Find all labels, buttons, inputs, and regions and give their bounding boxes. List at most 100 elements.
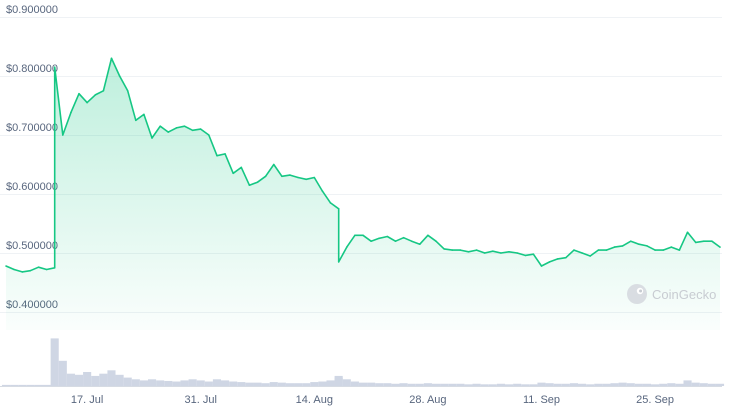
volume-bar [50, 338, 59, 386]
price-point [508, 251, 510, 253]
price-point [613, 246, 616, 248]
volume-bar [253, 382, 262, 386]
volume-bar [675, 383, 684, 386]
volume-bar [34, 384, 43, 386]
volume-bar [83, 372, 92, 386]
price-point [711, 240, 713, 242]
volume-bar [172, 381, 181, 386]
price-point [532, 253, 535, 255]
price-point [143, 113, 145, 116]
price-point [191, 129, 194, 132]
price-point [475, 249, 478, 251]
price-point [208, 134, 210, 136]
volume-bar [618, 382, 627, 386]
volume-bar [521, 384, 530, 386]
volume-bar [634, 383, 643, 386]
volume-bar [472, 383, 481, 386]
price-point [199, 128, 202, 130]
price-point [500, 252, 502, 254]
price-point [248, 184, 251, 186]
price-point [329, 202, 332, 204]
volume-bar [431, 383, 441, 386]
volume-bar [285, 383, 295, 386]
volume-bar [691, 382, 700, 386]
price-point [670, 246, 673, 248]
volume-bar [586, 384, 595, 386]
price-point [410, 240, 413, 242]
volume-bar [326, 380, 335, 386]
volume-bar [261, 383, 270, 386]
volume-bar [131, 379, 140, 386]
volume-bar [1, 384, 11, 386]
price-point [167, 131, 170, 133]
price-point [589, 255, 591, 257]
price-point [435, 240, 437, 242]
price-point [719, 246, 721, 248]
x-axis-tick-labels: 17. Jul 31. Jul 14. Aug 28. Aug 11. Sep 25. S… [71, 394, 674, 406]
price-point [13, 268, 15, 271]
price-point [159, 125, 161, 127]
volume-bar [480, 384, 489, 386]
price-point [362, 234, 364, 237]
price-point [548, 261, 551, 263]
volume-bar [42, 384, 51, 386]
volume-bar [440, 383, 449, 386]
price-point [621, 245, 624, 247]
volume-bar [602, 383, 611, 386]
price-point [53, 66, 56, 68]
volume-bar [537, 382, 546, 386]
y-tick-label: $0.600000 [6, 181, 58, 193]
volume-bar [91, 375, 100, 386]
volume-bar [66, 373, 75, 386]
price-point [29, 269, 32, 272]
price-point [151, 137, 153, 139]
price-point [70, 111, 72, 114]
watermark: CoinGecko [627, 284, 716, 304]
volume-bar [456, 383, 465, 386]
price-point [581, 252, 583, 254]
price-point [492, 250, 494, 252]
volume-bar [18, 384, 27, 386]
x-tick-label: 17. Jul [71, 394, 103, 406]
price-point [110, 57, 113, 60]
price-point [524, 254, 527, 257]
volume-bar [488, 384, 497, 386]
price-point [565, 256, 567, 259]
price-point [53, 267, 56, 269]
price-point [118, 75, 121, 77]
x-tick-label: 14. Aug [296, 394, 333, 406]
volume-bar [569, 383, 579, 386]
price-point [370, 240, 372, 242]
price-point [402, 236, 405, 239]
price-point [232, 172, 234, 175]
x-tick-label: 25. Sep [636, 394, 674, 406]
volume-bar [188, 379, 197, 386]
price-point [321, 190, 324, 192]
volume-bar [659, 383, 668, 386]
price-point [443, 248, 445, 250]
price-point [305, 178, 308, 181]
volume-bar [496, 383, 505, 386]
price-point [378, 237, 381, 240]
volume-bar [115, 374, 124, 386]
price-point [273, 163, 275, 166]
price-point [297, 176, 299, 179]
price-point [662, 249, 664, 251]
price-point [354, 234, 356, 237]
price-point [678, 249, 681, 251]
price-point [21, 271, 24, 273]
price-point [703, 240, 705, 242]
volume-bar [504, 384, 514, 386]
price-point [216, 154, 218, 157]
volume-bar [318, 381, 327, 386]
price-point [126, 90, 129, 92]
volume-bar [699, 383, 708, 386]
volume-bar [123, 377, 132, 386]
price-point [467, 251, 470, 253]
price-point [394, 240, 397, 242]
price-point [94, 94, 97, 96]
volume-bar [683, 380, 692, 386]
price-point [337, 208, 340, 210]
price-point [694, 241, 697, 244]
y-tick-label: $0.500000 [6, 240, 58, 252]
